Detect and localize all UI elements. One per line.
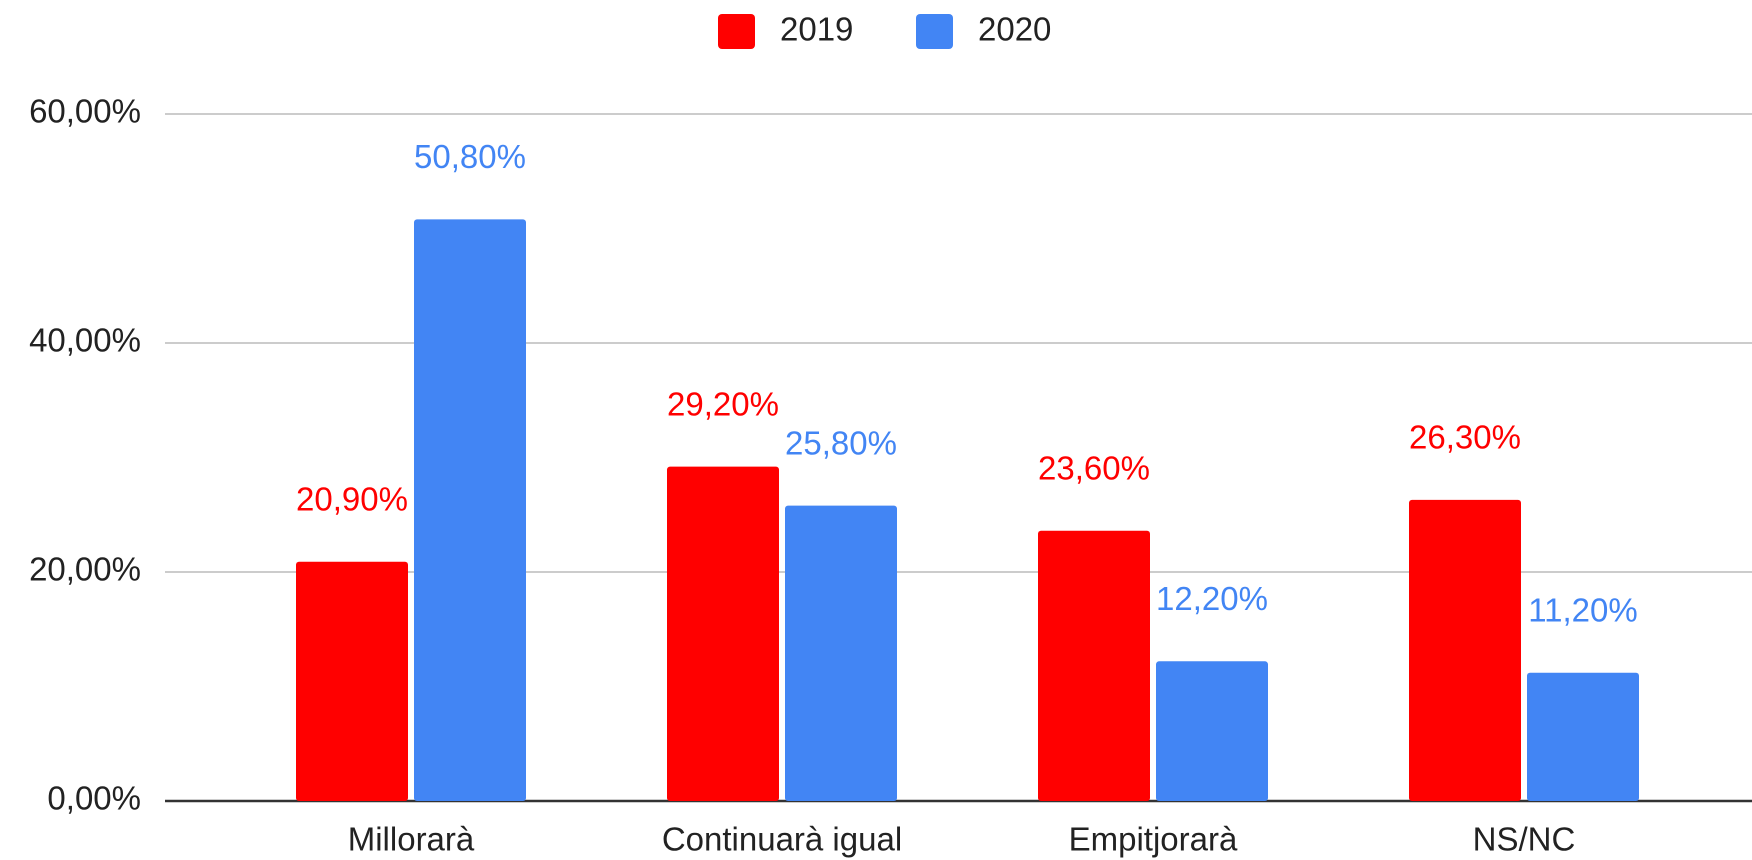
bar (296, 561, 408, 801)
y-tick-label: 60,00% (29, 93, 141, 130)
x-tick-label: Empitjorarà (1069, 821, 1238, 858)
legend-label: 2020 (978, 11, 1051, 48)
data-label: 50,80% (414, 138, 526, 175)
bar (785, 505, 897, 801)
legend-swatch (718, 14, 755, 49)
bar (1527, 672, 1639, 801)
bar (1038, 530, 1150, 801)
data-label: 26,30% (1409, 419, 1521, 456)
bar (414, 219, 526, 802)
legend-label: 2019 (780, 11, 853, 48)
x-tick-label: NS/NC (1473, 821, 1576, 858)
x-tick-label: Continuarà igual (662, 821, 902, 858)
legend-swatch (916, 14, 953, 49)
data-label: 25,80% (785, 424, 897, 461)
y-tick-label: 0,00% (47, 780, 141, 817)
data-label: 12,20% (1156, 580, 1268, 617)
data-label: 23,60% (1038, 449, 1150, 486)
y-tick-label: 20,00% (29, 551, 141, 588)
bar (1156, 661, 1268, 801)
bar (1409, 499, 1521, 801)
y-tick-label: 40,00% (29, 322, 141, 359)
bar (667, 466, 779, 801)
data-label: 29,20% (667, 385, 779, 422)
x-tick-label: Millorarà (348, 821, 475, 858)
data-label: 20,90% (296, 480, 408, 517)
data-label: 11,20% (1528, 591, 1637, 628)
